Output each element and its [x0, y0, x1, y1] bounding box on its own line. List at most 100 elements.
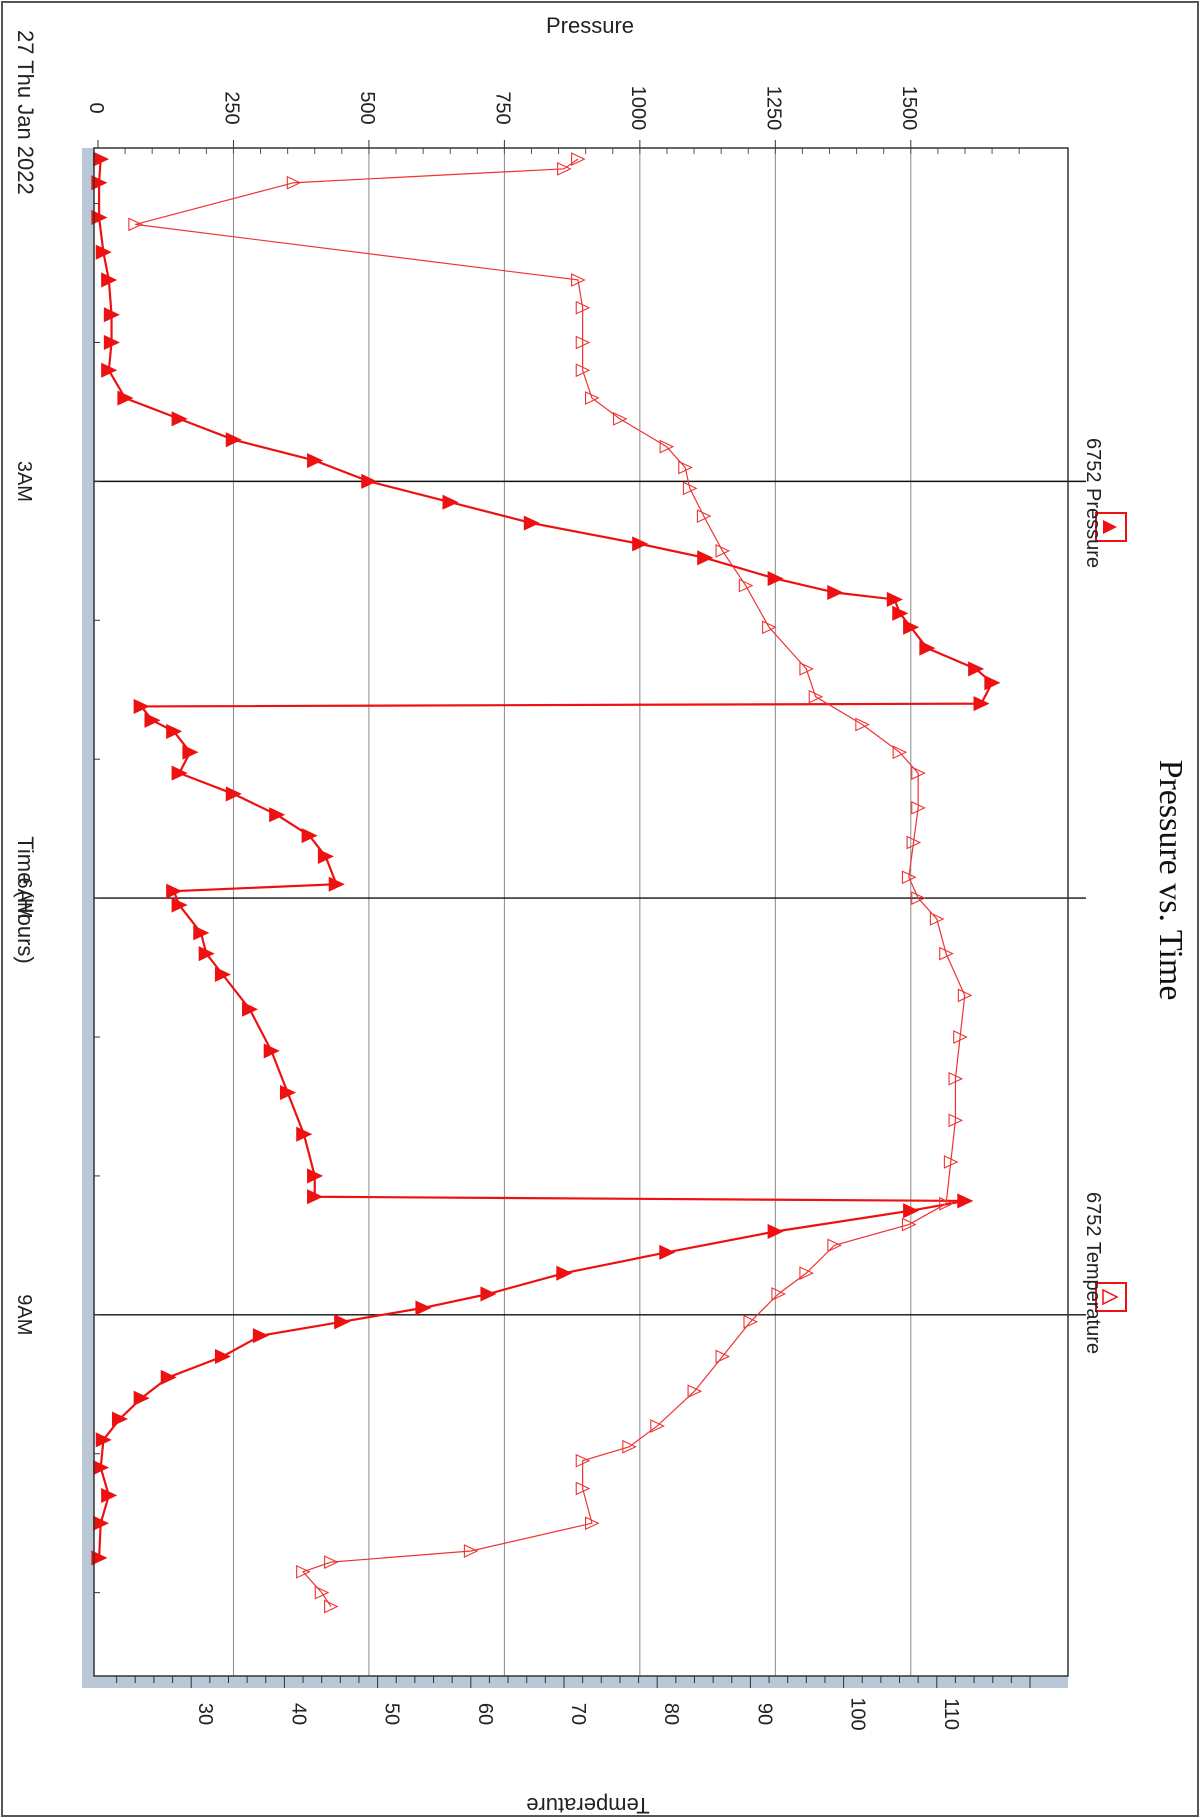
pressure-point [957, 1193, 974, 1209]
temperature-point [571, 273, 586, 287]
pressure-point [279, 1085, 297, 1101]
axis-ticks: 0 250 500 750 1000 1250 1500 30 40 50 60 70 80 90 100 1… [13, 86, 1031, 1731]
pressure-point [166, 883, 183, 899]
pressure-point [361, 473, 378, 489]
temperature-point [939, 946, 954, 961]
temperature-point [715, 543, 731, 558]
temperature-point [650, 1419, 665, 1433]
pressure-tick-label: 1250 [762, 86, 784, 131]
pressure-point [697, 550, 714, 566]
temperature-point [808, 689, 824, 704]
pressure-point [632, 536, 649, 552]
temperature-point [855, 717, 870, 732]
temperature-point [575, 335, 591, 350]
legend-temperature-box [1095, 1282, 1127, 1312]
pressure-point [198, 946, 215, 962]
temperature-point [943, 1155, 959, 1169]
pressure-tick-label: 750 [491, 91, 513, 124]
time-tick-label: 9AM [13, 1294, 35, 1335]
pressure-point [225, 786, 242, 802]
legend-pressure-marker [1103, 520, 1117, 534]
temperature-point [892, 745, 908, 760]
temperature-point [314, 1585, 330, 1600]
date-label: 27 Thu Jan 2022 [13, 30, 38, 195]
pressure-point [263, 1043, 280, 1059]
temperature-point [911, 891, 926, 905]
temperature-tick-label: 40 [287, 1703, 309, 1725]
pressure-point [903, 619, 920, 635]
pressure-point [415, 1300, 432, 1316]
pressure-point [328, 876, 345, 892]
legend-pressure-label: 6752 Pressure [1082, 438, 1104, 568]
temperature-point [585, 1516, 600, 1531]
pressure-axis-label: Pressure [546, 13, 634, 38]
pressure-point [317, 848, 334, 864]
temperature-tick-label: 60 [474, 1703, 496, 1725]
legend-pressure: 6752 Pressure [1082, 438, 1127, 568]
temperature-point [575, 363, 591, 378]
pressure-point [214, 966, 232, 983]
temperature-tick-label: 90 [753, 1703, 775, 1725]
pressure-point [767, 571, 784, 587]
pressure-point [886, 591, 903, 607]
temperature-point [575, 1453, 591, 1468]
temperature-point [571, 152, 586, 166]
temperature-point [585, 391, 600, 405]
temperature-point [939, 1196, 954, 1211]
temperature-point [827, 1238, 842, 1253]
pressure-point [193, 925, 210, 941]
pressure-point [95, 1432, 112, 1448]
pressure-point [984, 675, 1001, 691]
temperature-tick-label: 30 [194, 1703, 216, 1725]
pressure-point [91, 1550, 108, 1566]
pressure-point [242, 1001, 259, 1017]
temperature-point [659, 439, 675, 454]
pressure-point [334, 1314, 351, 1330]
temperature-point [696, 509, 712, 523]
pressure-point [919, 640, 936, 656]
pressure-point [101, 272, 118, 288]
plot-border [93, 147, 1069, 1677]
temperature-point [575, 1481, 591, 1496]
pressure-point [307, 453, 324, 469]
temperature-point [738, 578, 754, 593]
temperature-point [906, 835, 922, 850]
pressure-point [307, 1189, 324, 1205]
pressure-point [269, 807, 286, 823]
pressure-point [101, 1487, 118, 1503]
pressure-point [144, 712, 161, 728]
pressure-point [103, 307, 120, 323]
temperature-point [463, 1544, 479, 1558]
pressure-point [659, 1244, 676, 1260]
pressure-point [101, 362, 118, 378]
temperature-point [715, 1349, 731, 1364]
pressure-tick-label: 0 [85, 102, 107, 113]
temperature-point [557, 161, 572, 176]
legend-temperature-label: 6752 Temperature [1082, 1192, 1104, 1354]
temperature-point [286, 175, 302, 190]
temperature-point [128, 217, 143, 232]
temperature-point [948, 1071, 964, 1086]
pressure-point [166, 723, 183, 739]
temperature-line [135, 158, 966, 1607]
pressure-point [103, 334, 120, 351]
time-axis-label: Time (Hours) [13, 836, 38, 964]
temperature-point [678, 460, 693, 475]
pressure-tick-label: 500 [356, 91, 378, 124]
temperature-point [771, 1287, 787, 1301]
pressure-point [556, 1265, 573, 1281]
temperature-tick-label: 50 [381, 1703, 403, 1725]
pressure-point [182, 744, 199, 760]
pressure-point [523, 515, 540, 531]
pressure-point [968, 661, 985, 677]
temperature-point [296, 1564, 311, 1579]
pressure-point [903, 1203, 920, 1219]
legend-temperature: 6752 Temperature [1082, 1192, 1127, 1354]
pressure-point [95, 244, 112, 260]
temperature-point [953, 1030, 968, 1044]
time-tick-label: 3AM [13, 461, 35, 502]
temperature-point [687, 1384, 703, 1399]
temperature-axis-label: Temperature [526, 1793, 650, 1818]
time-tick-label: 6AM [13, 878, 35, 919]
pressure-point [301, 828, 318, 844]
